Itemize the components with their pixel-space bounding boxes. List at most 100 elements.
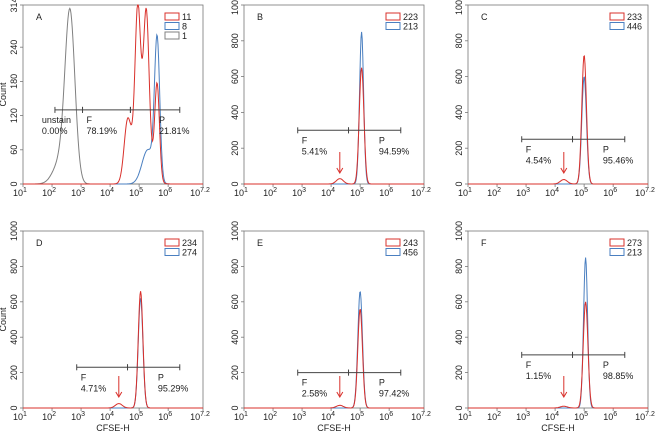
legend-label: 213 — [627, 248, 642, 258]
x-tick-label: 101 — [13, 411, 27, 422]
x-tick-label: 102 — [487, 411, 501, 422]
legend-label: 273 — [627, 238, 642, 248]
panel-label: D — [36, 238, 43, 248]
series-line-273 — [468, 301, 648, 409]
y-tick-label: 600 — [454, 69, 464, 84]
x-tick-label: 103 — [71, 411, 85, 422]
x-tick-label: 102 — [263, 411, 277, 422]
y-tick-label: 600 — [9, 294, 19, 309]
x-tick-label: 107.2 — [190, 187, 210, 198]
panel-label: F — [481, 238, 487, 248]
x-tick-label: 103 — [516, 187, 530, 198]
x-tick-label: 101 — [458, 411, 472, 422]
x-tick-label: 106 — [379, 187, 393, 198]
gate-percent: 97.42% — [379, 389, 410, 399]
legend-label: 446 — [627, 22, 642, 32]
legend-swatch — [164, 12, 180, 21]
legend-label: 1 — [182, 31, 187, 41]
legend-swatch — [609, 238, 625, 247]
gate-percent: 2.58% — [302, 389, 328, 399]
x-tick-label: 104 — [321, 187, 335, 198]
x-tick-label: 107.2 — [635, 411, 655, 422]
arrow-head-icon — [336, 391, 344, 398]
legend-swatch — [609, 248, 625, 256]
y-tick-label: 0 — [230, 405, 240, 410]
y-tick-label: 600 — [230, 69, 240, 84]
legend-label: 243 — [403, 238, 418, 248]
legend-swatch — [164, 22, 180, 30]
gate-percent: 98.85% — [603, 371, 634, 381]
x-tick-label: 101 — [13, 187, 27, 198]
gate-label: unstain — [42, 115, 71, 125]
gate-percent: 94.59% — [379, 146, 410, 156]
x-tick-label: 104 — [321, 411, 335, 422]
y-tick-label: 1000 — [230, 221, 240, 241]
x-tick-label: 107.2 — [411, 187, 431, 198]
x-tick-label: 105 — [129, 411, 143, 422]
x-tick-label: 107.2 — [635, 187, 655, 198]
y-tick-label: 1000 — [9, 221, 19, 241]
y-tick-label: 0 — [9, 181, 19, 186]
y-tick-label: 400 — [454, 330, 464, 345]
panel-D: 0 200 400 600 800 1000 101 102 103 104 105 106 107.2… — [0, 221, 210, 433]
gate-percent: 21.81% — [159, 126, 190, 136]
arrow-head-icon — [560, 391, 568, 398]
series-line-11 — [23, 4, 203, 185]
panel-B: 0 200 400 600 800 1000 101 102 103 104 105 106 107.2… — [230, 0, 431, 198]
y-tick-label: 0 — [454, 181, 464, 186]
x-tick-label: 105 — [350, 187, 364, 198]
y-tick-label: 800 — [454, 259, 464, 274]
x-tick-label: 101 — [234, 411, 248, 422]
panel-label: A — [36, 12, 42, 22]
y-tick-label: 1000 — [454, 221, 464, 241]
legend-label: 233 — [627, 12, 642, 22]
x-tick-label: 105 — [129, 187, 143, 198]
legend-label: 213 — [403, 22, 418, 32]
y-tick-label: 240 — [9, 40, 19, 55]
x-tick-label: 104 — [545, 411, 559, 422]
y-tick-label: 600 — [230, 294, 240, 309]
gate-percent: 1.15% — [526, 371, 552, 381]
x-tick-label: 106 — [158, 411, 172, 422]
y-tick-label: 314 — [9, 0, 19, 13]
x-tick-label: 106 — [158, 187, 172, 198]
y-tick-label: 400 — [230, 105, 240, 120]
y-tick-label: 1000 — [230, 0, 240, 15]
x-tick-label: 103 — [71, 187, 85, 198]
series-line-1 — [23, 7, 203, 185]
gate-label: F — [81, 372, 87, 382]
gate-label: P — [159, 115, 165, 125]
y-tick-label: 0 — [230, 181, 240, 186]
y-tick-label: 200 — [9, 365, 19, 380]
gate-label: P — [379, 378, 385, 388]
y-tick-label: 800 — [230, 33, 240, 48]
legend-swatch — [609, 12, 625, 21]
legend-swatch — [164, 248, 180, 256]
legend-label: 223 — [403, 12, 418, 22]
gate-label: F — [526, 360, 532, 370]
arrow-head-icon — [336, 167, 344, 174]
y-tick-label: 400 — [454, 105, 464, 120]
legend-label: 274 — [182, 248, 197, 258]
gate-label: P — [603, 360, 609, 370]
y-axis-label: Count — [0, 82, 8, 107]
gate-percent: 95.29% — [158, 383, 189, 393]
plot-frame — [22, 230, 204, 409]
y-axis-label: Count — [0, 307, 8, 332]
gate-label: F — [302, 378, 308, 388]
gate-label: P — [603, 144, 609, 154]
legend-swatch — [164, 31, 180, 40]
x-tick-label: 104 — [545, 187, 559, 198]
x-tick-label: 102 — [42, 187, 56, 198]
x-axis-label: CFSE-H — [541, 423, 575, 433]
gate-label: P — [158, 372, 164, 382]
y-tick-label: 600 — [454, 294, 464, 309]
x-tick-label: 106 — [379, 411, 393, 422]
panel-label: C — [481, 12, 488, 22]
x-tick-label: 101 — [234, 187, 248, 198]
series-line-233 — [468, 55, 648, 185]
series-line-446 — [468, 76, 648, 185]
series-line-243 — [244, 308, 424, 409]
legend-label: 456 — [403, 248, 418, 258]
panel-label: B — [257, 12, 263, 22]
